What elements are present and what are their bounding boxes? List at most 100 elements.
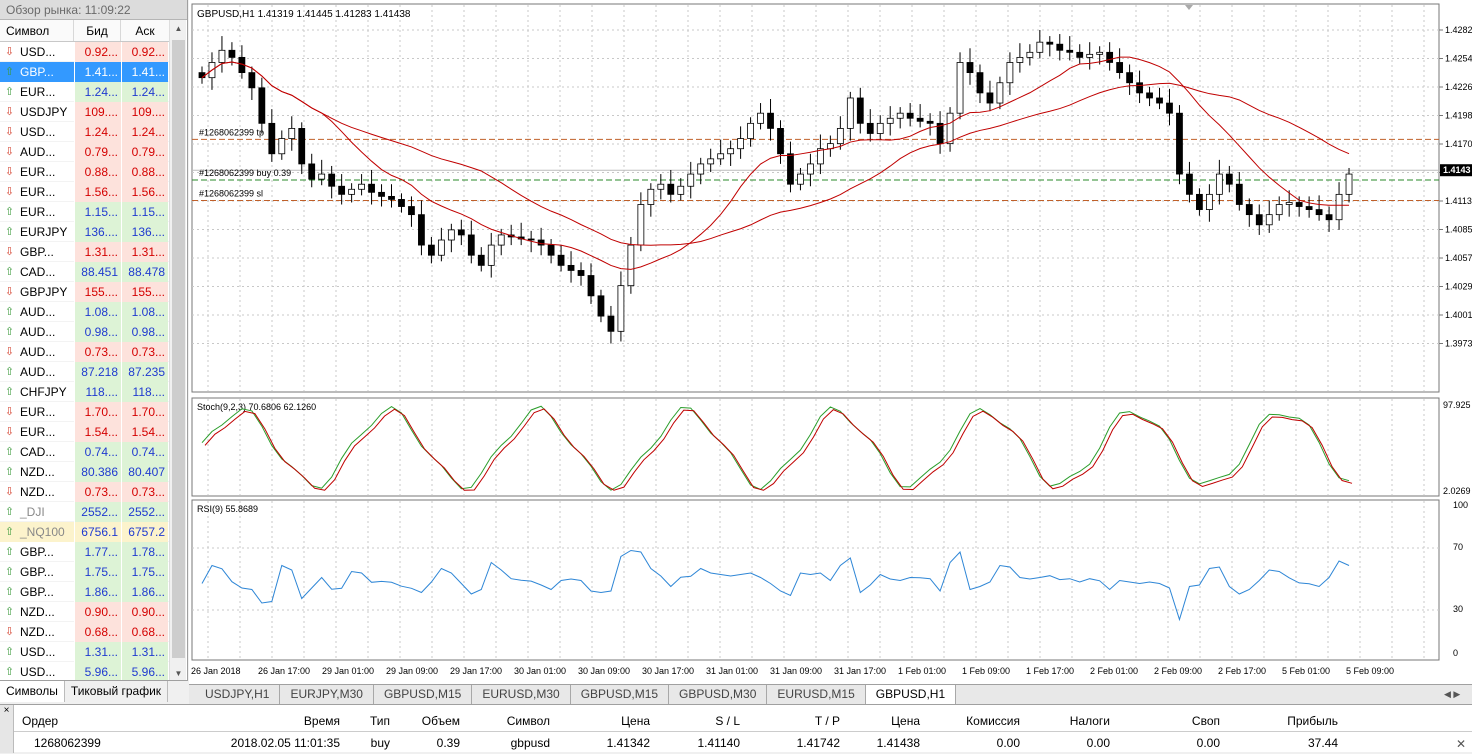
symbol-cell[interactable]: ⇧ CHFJPY — [0, 382, 74, 402]
symbol-cell[interactable]: ⇩ GBP... — [0, 242, 74, 262]
list-item[interactable]: ⇧ GBP... 1.77... 1.78... — [0, 541, 169, 562]
market-watch-scrollbar[interactable]: ▲ ▼ — [169, 20, 186, 682]
symbol-cell[interactable]: ⇩ EUR... — [0, 402, 74, 422]
symbol-cell[interactable]: ⇧ GBP... — [0, 61, 74, 82]
symbol-cell[interactable]: ⇧ AUD... — [0, 302, 74, 322]
list-item[interactable]: ⇧ _NQ100 6756.1 6757.2 — [0, 521, 169, 542]
tab-chart[interactable]: EURUSD,M30 — [472, 685, 571, 704]
symbol-cell[interactable]: ⇩ NZD... — [0, 622, 74, 642]
symbol-cell[interactable]: ⇩ USD... — [0, 42, 74, 62]
list-item[interactable]: ⇩ USD... 0.92... 0.92... — [0, 41, 169, 62]
symbol-cell[interactable]: ⇩ GBPJPY — [0, 282, 74, 302]
symbol-name: NZD... — [20, 624, 55, 639]
list-item[interactable]: ⇧ AUD... 0.98... 0.98... — [0, 321, 169, 342]
scroll-thumb[interactable] — [172, 40, 185, 658]
list-item[interactable]: ⇧ EURJPY 136.... 136.... — [0, 221, 169, 242]
column-header[interactable]: Цена — [891, 714, 920, 728]
column-header[interactable]: Символ — [506, 714, 550, 728]
list-item[interactable]: ⇧ NZD... 80.386 80.407 — [0, 461, 169, 482]
tab-chart[interactable]: GBPUSD,M15 — [374, 685, 473, 704]
column-header[interactable]: Тип — [369, 714, 390, 728]
symbol-cell[interactable]: ⇧ NZD... — [0, 462, 74, 482]
symbol-cell[interactable]: ⇧ EURJPY — [0, 222, 74, 242]
list-item[interactable]: ⇧ NZD... 0.90... 0.90... — [0, 601, 169, 622]
column-header[interactable]: Комиссия — [966, 714, 1020, 728]
symbol-cell[interactable]: ⇧ USD... — [0, 642, 74, 662]
symbol-cell[interactable]: ⇧ _NQ100 — [0, 521, 74, 542]
list-item[interactable]: ⇧ CAD... 88.451 88.478 — [0, 261, 169, 282]
symbol-cell[interactable]: ⇩ EUR... — [0, 422, 74, 442]
list-item[interactable]: ⇩ AUD... 0.73... 0.73... — [0, 341, 169, 362]
list-item[interactable]: ⇩ EUR... 1.56... 1.56... — [0, 181, 169, 202]
scroll-down-icon[interactable]: ▼ — [174, 669, 183, 678]
list-item[interactable]: ⇧ GBP... 1.41... 1.41... — [0, 61, 169, 82]
tab-chart[interactable]: EURUSD,M15 — [767, 685, 866, 704]
column-header[interactable]: Объем — [421, 714, 460, 728]
symbol-cell[interactable]: ⇧ GBP... — [0, 542, 74, 562]
tab-chart[interactable]: GBPUSD,M30 — [669, 685, 768, 704]
symbol-cell[interactable]: ⇧ EUR... — [0, 82, 74, 102]
symbol-cell[interactable]: ⇩ NZD... — [0, 482, 74, 502]
list-item[interactable]: ⇩ EUR... 1.70... 1.70... — [0, 401, 169, 422]
column-header[interactable]: Время — [303, 714, 340, 728]
list-item[interactable]: ⇩ USDJPY 109.... 109.... — [0, 101, 169, 122]
symbol-cell[interactable]: ⇩ USDJPY — [0, 102, 74, 122]
list-item[interactable]: ⇧ EUR... 1.24... 1.24... — [0, 81, 169, 102]
symbol-cell[interactable]: ⇧ CAD... — [0, 262, 74, 282]
table-row[interactable]: 1268062399 2018.02.05 11:01:35 buy 0.39 gbpu… — [14, 733, 1472, 754]
list-item[interactable]: ⇧ USD... 5.96... 5.96... — [0, 661, 169, 682]
col-ask-header[interactable]: Аск — [135, 24, 155, 38]
close-order-icon[interactable]: ✕ — [1455, 737, 1466, 751]
symbol-cell[interactable]: ⇧ USD... — [0, 662, 74, 682]
list-item[interactable]: ⇩ USD... 1.24... 1.24... — [0, 121, 169, 142]
scroll-up-icon[interactable]: ▲ — [174, 24, 183, 33]
list-item[interactable]: ⇧ AUD... 87.218 87.235 — [0, 361, 169, 382]
list-item[interactable]: ⇩ NZD... 0.73... 0.73... — [0, 481, 169, 502]
symbol-cell[interactable]: ⇩ EUR... — [0, 162, 74, 182]
symbol-cell[interactable]: ⇧ CAD... — [0, 442, 74, 462]
symbol-cell[interactable]: ⇧ AUD... — [0, 322, 74, 342]
list-item[interactable]: ⇧ _DJI 2552... 2552... — [0, 501, 169, 522]
list-item[interactable]: ⇩ EUR... 0.88... 0.88... — [0, 161, 169, 182]
list-item[interactable]: ⇧ CAD... 0.74... 0.74... — [0, 441, 169, 462]
col-bid-header[interactable]: Бид — [74, 20, 121, 41]
symbol-cell[interactable]: ⇧ GBP... — [0, 562, 74, 582]
symbol-cell[interactable]: ⇩ USD... — [0, 122, 74, 142]
tab-chart[interactable]: GBPUSD,H1 — [865, 685, 957, 704]
list-item[interactable]: ⇩ GBPJPY 155.... 155.... — [0, 281, 169, 302]
column-header[interactable]: Ордер — [22, 714, 59, 728]
column-header[interactable]: Налоги — [1069, 714, 1110, 728]
list-item[interactable]: ⇧ AUD... 1.08... 1.08... — [0, 301, 169, 322]
symbol-cell[interactable]: ⇧ GBP... — [0, 582, 74, 602]
terminal-close-strip[interactable]: × — [0, 705, 14, 753]
column-header[interactable]: Прибыль — [1287, 714, 1338, 728]
list-item[interactable]: ⇩ AUD... 0.79... 0.79... — [0, 141, 169, 162]
list-item[interactable]: ⇧ GBP... 1.86... 1.86... — [0, 581, 169, 602]
list-item[interactable]: ⇩ EUR... 1.54... 1.54... — [0, 421, 169, 442]
price-chart[interactable]: 1.4282 1.4254 1.4226 1.4198 1.4170 1.4143 1.41… — [189, 0, 1472, 684]
symbol-cell[interactable]: ⇩ AUD... — [0, 142, 74, 162]
symbol-cell[interactable]: ⇧ EUR... — [0, 202, 74, 222]
tab-tick-chart[interactable]: Тиковый график — [65, 681, 169, 702]
list-item[interactable]: ⇩ GBP... 1.31... 1.31... — [0, 241, 169, 262]
column-header[interactable]: Своп — [1191, 714, 1220, 728]
symbol-cell[interactable]: ⇧ AUD... — [0, 362, 74, 382]
tab-chart[interactable]: USDJPY,H1 — [195, 685, 281, 704]
tab-scroll-icon[interactable]: ◀ ▶ — [1444, 689, 1461, 699]
tab-symbols[interactable]: Символы — [0, 681, 65, 702]
list-item[interactable]: ⇧ EUR... 1.15... 1.15... — [0, 201, 169, 222]
symbol-cell[interactable]: ⇩ AUD... — [0, 342, 74, 362]
list-item[interactable]: ⇧ GBP... 1.75... 1.75... — [0, 561, 169, 582]
tab-chart[interactable]: EURJPY,M30 — [280, 685, 374, 704]
tab-chart[interactable]: GBPUSD,M15 — [571, 685, 670, 704]
symbol-cell[interactable]: ⇧ NZD... — [0, 602, 74, 622]
symbol-cell[interactable]: ⇩ EUR... — [0, 182, 74, 202]
symbol-cell[interactable]: ⇧ _DJI — [0, 502, 74, 522]
column-header[interactable]: S / L — [715, 714, 740, 728]
col-symbol-header[interactable]: Символ — [0, 20, 74, 41]
list-item[interactable]: ⇧ USD... 1.31... 1.31... — [0, 641, 169, 662]
column-header[interactable]: T / P — [814, 714, 840, 728]
list-item[interactable]: ⇩ NZD... 0.68... 0.68... — [0, 621, 169, 642]
list-item[interactable]: ⇧ CHFJPY 118.... 118.... — [0, 381, 169, 402]
column-header[interactable]: Цена — [621, 714, 650, 728]
